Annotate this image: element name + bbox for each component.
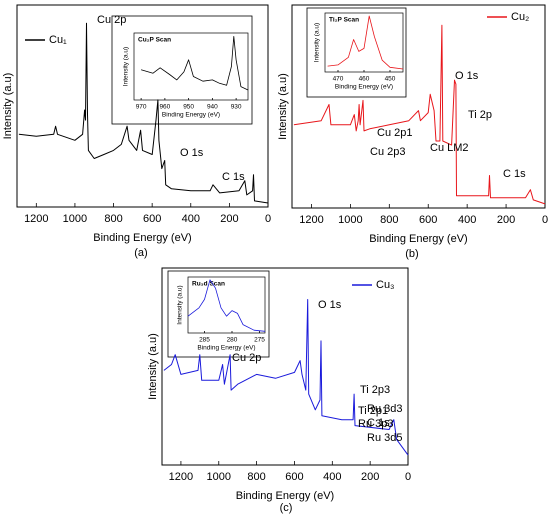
inset-box	[167, 270, 270, 358]
x-tick-label: 200	[361, 471, 379, 483]
peak-annotation: Ti 2p	[468, 109, 492, 121]
x-tick-label: 1000	[63, 213, 87, 225]
peak-annotation: C 1s	[367, 417, 390, 429]
x-tick-label: 960	[159, 104, 170, 111]
x-tick-label: 0	[265, 213, 271, 225]
peak-annotation: O 1s	[455, 70, 479, 82]
x-axis-label: Binding Energy (eV)	[236, 490, 334, 502]
x-tick-label: 450	[385, 76, 396, 83]
peak-annotation: Cu 2p1	[377, 127, 412, 139]
plot-frame	[16, 4, 269, 208]
x-tick-label: 930	[231, 104, 242, 111]
x-tick-label: 275	[254, 337, 265, 344]
legend-label: Cu₁	[49, 34, 67, 46]
x-tick-label: 400	[182, 213, 200, 225]
x-tick-label: 600	[143, 213, 161, 225]
legend-label: Cu₃	[376, 279, 395, 291]
x-tick-label: 400	[323, 471, 341, 483]
y-axis-label: Intensity (a.u)	[314, 23, 321, 62]
caption: (b)	[405, 248, 418, 260]
x-tick-label: 460	[359, 76, 370, 83]
plot-frame	[187, 276, 266, 334]
x-tick-label: 470	[333, 76, 344, 83]
y-axis-label: Intensity (a.u)	[177, 285, 184, 324]
spectrum-line	[140, 36, 249, 91]
legend-label: Cu₂	[511, 11, 529, 23]
plot-frame	[291, 4, 546, 209]
x-tick-label: 800	[247, 471, 265, 483]
x-tick-label: 280	[227, 337, 238, 344]
caption: (c)	[280, 502, 293, 514]
y-axis-label: Intensity (a.u)	[147, 333, 159, 400]
plot-frame	[161, 267, 409, 466]
peak-annotation: Ti 2p3	[360, 384, 390, 396]
peak-annotation: Cu 2p	[97, 14, 126, 26]
peak-annotation: Cu LM2	[430, 142, 469, 154]
y-axis-label: Intensity (a.u)	[277, 73, 289, 140]
x-tick-label: 800	[380, 214, 398, 226]
peak-annotation: Cu 2p3	[370, 146, 405, 158]
x-tick-label: 940	[207, 104, 218, 111]
peak-annotation: C 1s	[222, 171, 245, 183]
x-tick-label: 800	[104, 213, 122, 225]
peak-annotation: Ru 3d5	[367, 432, 402, 444]
x-tick-label: 1200	[299, 214, 323, 226]
caption: (a)	[134, 247, 147, 259]
spectrum-line	[327, 15, 404, 70]
x-tick-label: 1000	[338, 214, 362, 226]
peak-annotation: C 1s	[503, 168, 526, 180]
x-tick-label: 600	[419, 214, 437, 226]
inset-title: Cu₂P Scan	[138, 37, 171, 44]
peak-annotation: O 1s	[318, 299, 342, 311]
peak-annotation: Ti 2p1	[358, 405, 388, 417]
spectrum-line	[163, 299, 409, 456]
spectrum-line	[18, 22, 269, 204]
x-axis-label: Binding Energy (eV)	[369, 233, 467, 245]
x-axis-label: Binding Energy (eV)	[93, 232, 191, 244]
x-tick-label: 970	[136, 104, 147, 111]
x-tick-label: 950	[183, 104, 194, 111]
x-tick-label: 1000	[207, 471, 231, 483]
spectrum-line	[187, 279, 266, 332]
peak-annotation: Ru 3p3	[358, 418, 393, 430]
peak-annotation: Cu 2p	[232, 352, 261, 364]
x-tick-label: 1200	[169, 471, 193, 483]
x-tick-label: 200	[220, 213, 238, 225]
inset-box	[306, 7, 407, 98]
y-axis-label: Intensity (a.u)	[2, 73, 14, 140]
x-axis-label: Binding Energy (eV)	[162, 112, 220, 119]
peak-annotation: O 1s	[180, 147, 204, 159]
x-tick-label: 400	[458, 214, 476, 226]
spectrum-line	[293, 24, 546, 205]
inset-box	[111, 15, 253, 125]
x-axis-label: Binding Energy (eV)	[335, 84, 393, 91]
inset-title: Ti₂P Scan	[329, 17, 359, 24]
plot-frame	[133, 32, 249, 101]
peak-annotation: Ru 3d3	[367, 403, 402, 415]
x-tick-label: 0	[542, 214, 548, 226]
x-tick-label: 0	[405, 471, 411, 483]
x-tick-label: 1200	[24, 213, 48, 225]
x-tick-label: 600	[285, 471, 303, 483]
y-axis-label: Intensity (a.u)	[123, 47, 130, 86]
x-tick-label: 200	[497, 214, 515, 226]
x-axis-label: Binding Energy (eV)	[197, 345, 255, 352]
x-tick-label: 285	[199, 337, 210, 344]
